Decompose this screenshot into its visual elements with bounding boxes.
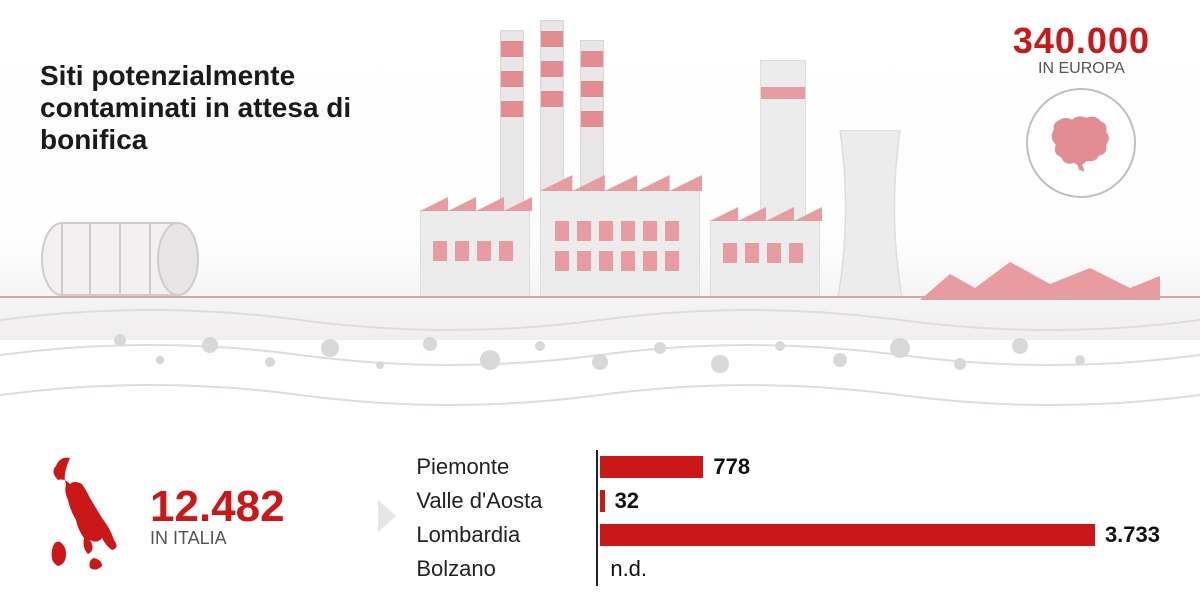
italy-map-icon [40,450,140,580]
scene-background: Siti potenzialmente contaminati in attes… [0,0,1200,340]
chart-bar-wrap: 3.733 [596,518,1160,552]
chart-bar [600,490,604,512]
chart-row-value: n.d. [610,556,647,582]
cooling-tower-icon [830,130,910,298]
arrow-icon [378,500,396,532]
chart-row: Bolzano n.d. [416,552,1160,586]
chart-bar-wrap: n.d. [596,552,1160,586]
factory-building-icon [540,190,700,298]
europe-label: IN EUROPA [1013,60,1150,78]
chart-bar-wrap: 778 [596,450,1160,484]
main-title: Siti potenzialmente contaminati in attes… [40,60,360,157]
ground-line [0,296,1200,298]
chart-row-value: 32 [615,488,639,514]
chart-row-label: Piemonte [416,454,596,480]
europe-map-icon [1026,88,1136,198]
europe-value: 340.000 [1013,20,1150,62]
italy-value: 12.482 [150,482,285,532]
italy-stat: 12.482 IN ITALIA [40,450,378,580]
chart-row-label: Lombardia [416,522,596,548]
europe-stat: 340.000 IN EUROPA [1013,20,1150,198]
chart-bar-wrap: 32 [596,484,1160,518]
chart-row-label: Bolzano [416,556,596,582]
chart-row-value: 778 [713,454,750,480]
chart-row: Valle d'Aosta 32 [416,484,1160,518]
soil-layer-icon [0,300,1200,420]
chart-bar [600,524,1095,546]
chart-row-value: 3.733 [1105,522,1160,548]
chart-row-label: Valle d'Aosta [416,488,596,514]
bottom-section: 12.482 IN ITALIA Piemonte 778 Valle d'Aost… [0,420,1200,600]
factory-building-icon [710,220,820,298]
chart-axis [596,450,598,586]
chart-bar [600,456,703,478]
chart-row: Piemonte 778 [416,450,1160,484]
factory-building-icon [420,210,530,298]
chart-row: Lombardia 3.733 [416,518,1160,552]
region-bar-chart: Piemonte 778 Valle d'Aosta 32 Lombardia 3.733… [416,450,1160,586]
barrel-icon [40,220,200,298]
debris-pile-icon [920,254,1160,300]
